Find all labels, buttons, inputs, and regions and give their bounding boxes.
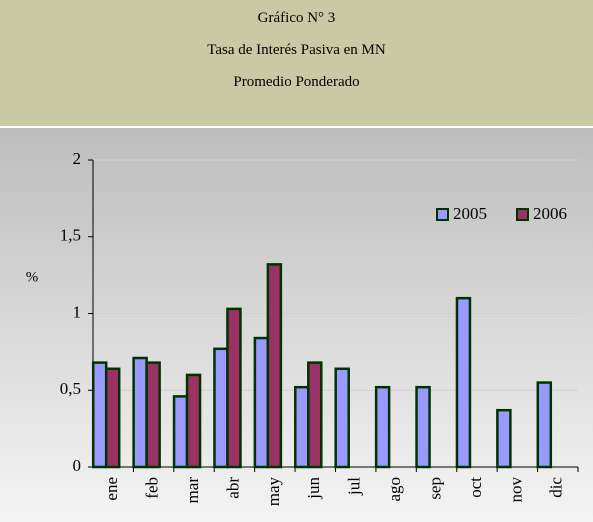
x-tick-label: abr <box>223 477 242 499</box>
bar <box>334 367 350 469</box>
x-tick-label: dic <box>547 477 566 498</box>
header-line: Gráfico N° 3 <box>257 10 336 26</box>
bar <box>536 381 553 469</box>
x-tick-label: sep <box>425 477 444 500</box>
bar <box>104 367 121 469</box>
header-line: Promedio Ponderado <box>233 74 360 90</box>
x-tick-label: oct <box>466 477 485 498</box>
x-tick-label: jun <box>304 477 323 500</box>
bar <box>496 408 512 469</box>
legend-label: 2005 <box>453 204 487 223</box>
x-tick-label: ago <box>385 477 404 502</box>
y-axis-label: % <box>26 269 39 285</box>
legend-swatch <box>516 208 529 221</box>
chart: % 0 0,5 1 1,5 2 ene feb mar abr may jun jul ago sep oc… <box>0 128 593 522</box>
header: Gráfico N° 3 Tasa de Interés Pasiva en M… <box>0 0 593 126</box>
bar <box>226 307 242 469</box>
bar <box>145 361 161 469</box>
x-tick-label: may <box>264 477 283 507</box>
bar <box>415 385 431 469</box>
x-tick-label: nov <box>506 477 525 503</box>
x-tick-label: jul <box>345 477 364 496</box>
bar <box>307 361 323 469</box>
y-tick-label: 1,5 <box>60 226 81 245</box>
bar <box>266 263 283 469</box>
bar <box>172 395 189 469</box>
bar <box>374 385 391 469</box>
y-tick-label: 2 <box>73 149 82 168</box>
legend-label: 2006 <box>533 204 567 223</box>
bar <box>185 373 202 469</box>
bar <box>253 336 270 469</box>
y-tick-label: 0 <box>73 456 82 475</box>
legend-swatch <box>436 208 449 221</box>
header-line: Tasa de Interés Pasiva en MN <box>207 42 386 58</box>
bar <box>213 347 229 469</box>
y-tick-label: 1 <box>73 302 82 321</box>
bar <box>91 361 108 469</box>
bar <box>294 385 310 469</box>
bar <box>455 296 472 469</box>
x-tick-label: feb <box>143 477 162 499</box>
x-tick-label: ene <box>102 477 121 501</box>
bar <box>132 356 148 469</box>
x-tick-label: mar <box>183 477 202 504</box>
y-tick-label: 0,5 <box>60 379 81 398</box>
